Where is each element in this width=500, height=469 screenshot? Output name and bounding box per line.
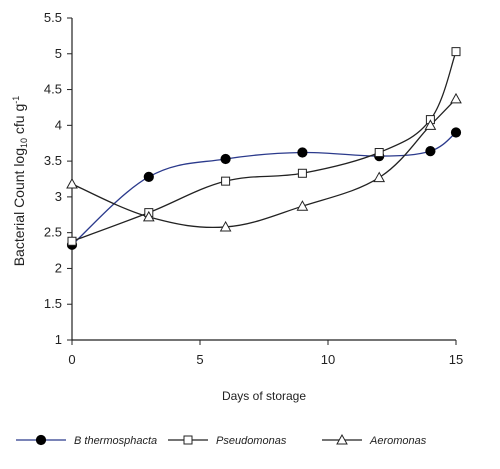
y-tick-label: 5.5 [44, 10, 62, 25]
data-point-series-1 [67, 236, 77, 246]
data-point-series-0 [297, 147, 308, 158]
y-tick-label: 2 [55, 260, 62, 275]
data-point-series-0 [143, 171, 154, 182]
y-axis-title-sup: -1 [11, 96, 21, 104]
y-axis-title-main: Bacterial Count log [11, 148, 27, 266]
y-tick-label: 4 [55, 117, 62, 132]
data-point-series-2 [296, 200, 309, 211]
data-point-series-1 [221, 176, 231, 186]
series-markers [66, 47, 462, 250]
y-tick-label: 3 [55, 189, 62, 204]
x-tick-label: 0 [68, 352, 75, 367]
x-tick-label: 15 [449, 352, 463, 367]
series-line-0 [71, 131, 457, 246]
x-tick-label: 5 [196, 352, 203, 367]
y-tick-label: 1.5 [44, 296, 62, 311]
legend-marker [183, 435, 193, 445]
x-ticks: 0 5 10 15 [68, 340, 463, 367]
legend-label: Pseudomonas [216, 435, 287, 447]
data-point-series-2 [66, 177, 78, 189]
series-line-2 [71, 98, 457, 229]
legend-marker [35, 434, 47, 446]
data-point-series-1 [451, 47, 461, 57]
data-point-series-0 [425, 145, 436, 157]
y-tick-label: 2.5 [44, 225, 62, 240]
data-point-series-1 [374, 148, 384, 158]
data-point-series-2 [142, 210, 155, 222]
data-point-series-1 [297, 168, 307, 178]
series-line-1 [71, 51, 457, 242]
legend: B thermosphacta Pseudomonas Aeromonas [16, 433, 427, 447]
legend-label: Aeromonas [369, 435, 427, 447]
series-lines [71, 51, 457, 246]
y-axis-title-unit: cfu g [11, 104, 27, 138]
y-tick-label: 1 [55, 332, 62, 347]
y-axis-title-sub: 10 [19, 138, 29, 148]
x-axis-title: Days of storage [222, 389, 306, 403]
axes [71, 18, 456, 341]
data-point-series-2 [424, 119, 437, 130]
y-tick-label: 4.5 [44, 82, 62, 97]
x-tick-label: 10 [321, 352, 335, 367]
legend-marker [336, 433, 348, 445]
y-tick-label: 5 [55, 46, 62, 61]
data-point-series-2 [219, 220, 232, 232]
legend-label: B thermosphacta [74, 435, 157, 447]
y-ticks: 1 1.5 2 2.5 3 3.5 4 4.5 5 5.5 [44, 10, 72, 347]
y-axis-title: Bacterial Count log10 cfu g-1 [11, 96, 29, 267]
data-point-series-2 [450, 92, 462, 104]
data-point-series-0 [220, 153, 231, 165]
data-point-series-0 [450, 127, 462, 138]
data-point-series-2 [373, 171, 386, 183]
y-tick-label: 3.5 [44, 153, 62, 168]
